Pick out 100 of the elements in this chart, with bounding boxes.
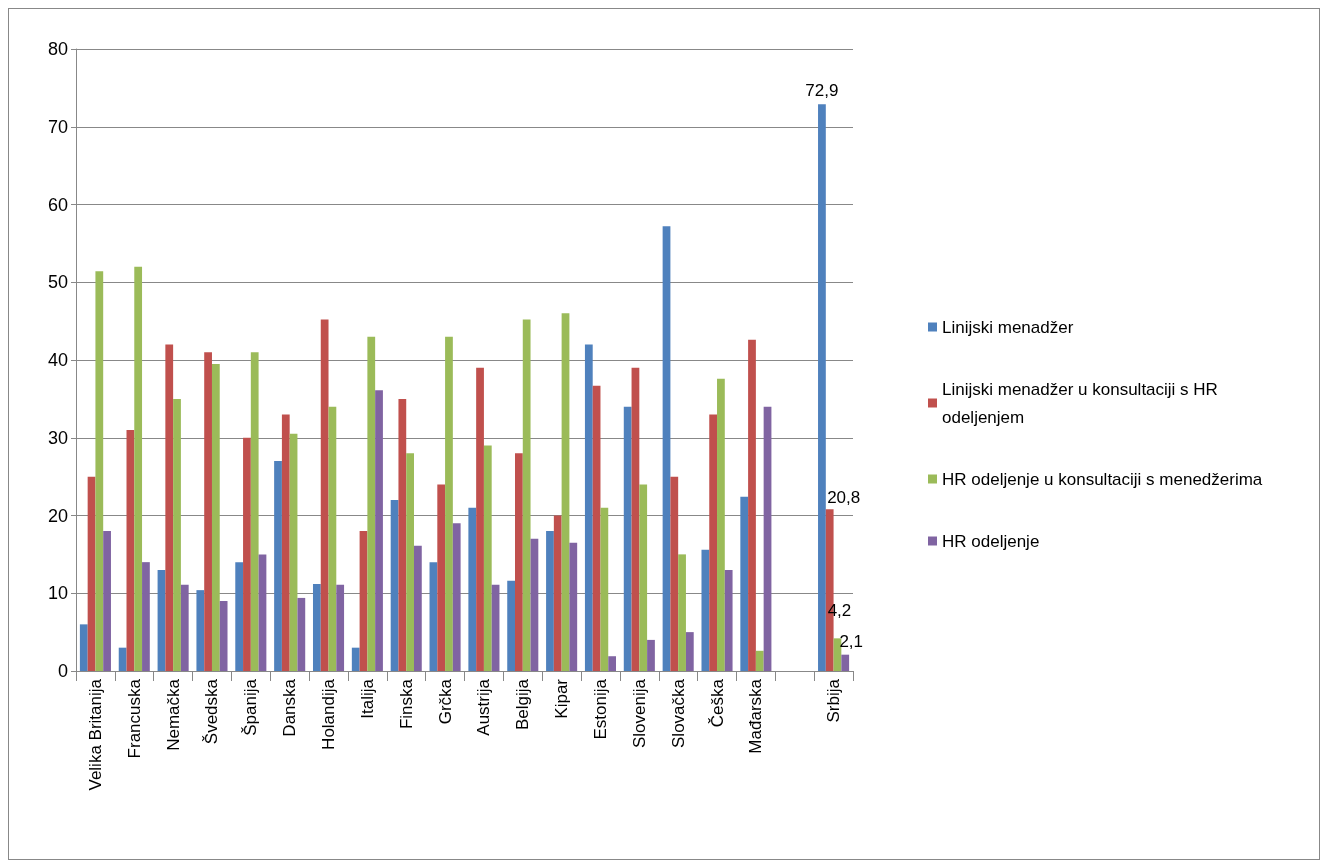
x-tick-label: Slovačka [668,678,688,748]
y-tick-label: 10 [47,583,68,604]
bar [390,499,399,671]
bar [157,569,166,671]
data-label: 2,1 [839,631,864,651]
bar [437,484,446,671]
bar [134,266,143,671]
y-tick-label: 80 [47,39,68,59]
bar [717,378,725,671]
bar [281,414,290,671]
bar [631,367,640,671]
data-label: 20,8 [827,488,861,508]
bar [126,429,135,671]
x-tick-label: Mađarska [746,678,766,754]
bar [623,406,632,671]
bar [87,476,96,671]
bar [250,352,259,671]
x-tick-label: Francuska [124,678,144,759]
bar [173,398,181,671]
bar [584,344,593,671]
bar [507,580,516,671]
bar [476,367,484,671]
bar [258,554,267,671]
bar [553,515,562,671]
bar [103,531,111,671]
bar [569,542,578,671]
bar [452,523,461,671]
bar [701,549,710,671]
bar [142,562,150,671]
bar [351,647,360,671]
x-tick-label: Nemačka [163,678,183,751]
bar [608,656,617,671]
bar [336,584,345,671]
bar [95,271,104,671]
x-tick-label: Španija [241,678,261,736]
bar [219,601,228,671]
bar [320,319,329,671]
bar [289,433,298,671]
bar [375,390,383,671]
x-tick-label: Danska [280,678,300,737]
x-tick-label: Slovenija [629,678,649,748]
bar [724,569,733,671]
bar [414,545,422,671]
bar [235,562,244,671]
y-tick-label: 60 [47,194,68,215]
bar [639,484,648,671]
y-tick-label: 70 [47,116,68,137]
bar [561,313,570,671]
x-tick-label: Švedska [202,678,222,745]
legend-label: Linijski menadžer [942,317,1074,337]
bar [709,414,718,671]
bar [670,476,679,671]
bar [468,507,477,671]
bar [328,406,337,671]
bar [359,531,368,671]
bar [530,538,539,671]
bar [165,344,174,671]
x-tick-label: Grčka [435,678,455,725]
x-tick-label: Holandija [319,678,339,750]
data-label: 72,9 [805,81,839,101]
bar [180,584,189,671]
bar [491,584,500,671]
bar [755,650,764,671]
x-tick-label: Češka [707,678,727,728]
x-tick-label: Kipar [552,678,572,719]
bar [818,104,826,671]
legend-label: Linijski menadžer u konsultaciji s HR odeljenjem [942,379,1223,427]
bar [274,461,282,671]
bar [841,654,850,671]
bar [429,562,438,671]
bar [118,647,127,671]
x-tick-label: Srbija [824,678,844,723]
bar [546,531,554,671]
bar [204,352,212,671]
y-tick-label: 30 [47,427,68,448]
x-tick-label: Velika Britanija [85,678,105,791]
bar [483,445,492,671]
bar [312,583,321,671]
bar [243,437,251,671]
legend-label: HR odeljenje u konsultaciji s menedžerima [942,469,1263,489]
bar [196,590,205,671]
bar [79,624,88,671]
bar [678,554,686,671]
bar [763,406,772,671]
bar [600,507,609,671]
bar [748,339,756,671]
bar [211,363,220,671]
legend-label: HR odeljenje [942,531,1040,551]
bar [398,398,407,671]
bar [367,336,376,671]
bar [406,453,414,671]
bar [740,496,749,671]
x-tick-label: Finska [396,678,416,730]
bar [685,632,694,671]
x-tick-label: Belgija [513,678,533,731]
bar [522,319,531,671]
bar [297,597,306,671]
bar [647,639,655,671]
bar [515,453,523,671]
x-tick-label: Italija [357,678,377,719]
